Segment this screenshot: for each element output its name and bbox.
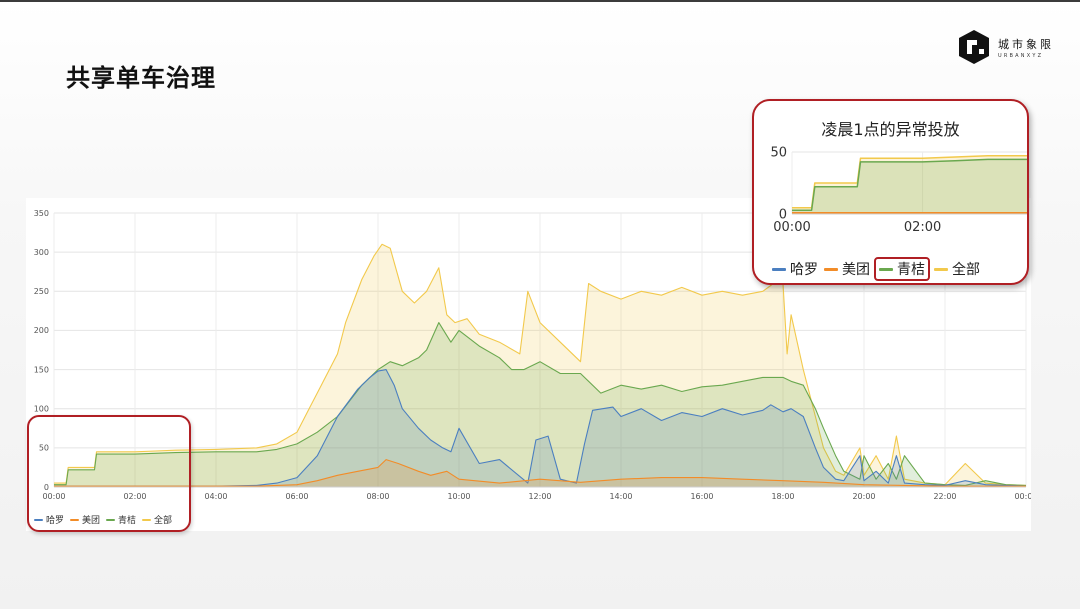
x-tick-label: 02:00 xyxy=(904,220,941,235)
legend-item-all[interactable]: 全部 xyxy=(142,513,172,526)
legend-item-meituan[interactable]: 美团 xyxy=(70,513,100,526)
early-morning-highlight-box xyxy=(27,415,191,532)
x-tick-label: 18:00 xyxy=(771,492,794,501)
series-area-meituan xyxy=(54,459,1026,487)
inset-legend-swatch-all xyxy=(934,267,948,271)
inset-legend-item-hello[interactable]: 哈罗 xyxy=(772,259,818,279)
series-area-all xyxy=(54,244,1026,487)
legend-swatch-qingju xyxy=(106,518,116,521)
inset-legend-swatch-qingju xyxy=(879,267,893,271)
series-line-meituan xyxy=(54,459,1026,487)
series-area-qingju xyxy=(54,322,1026,487)
legend-label-qingju: 青桔 xyxy=(118,516,137,526)
y-tick-label: 50 xyxy=(39,444,49,453)
y-tick-label: 50 xyxy=(770,146,787,161)
inset-legend-swatch-hello xyxy=(772,267,786,271)
y-tick-label: 150 xyxy=(34,365,49,374)
legend-label-all: 全部 xyxy=(154,516,173,526)
series-line-all xyxy=(54,243,1027,486)
main-chart: 0 50 100 150 200 250 300 350 00:00 02:00 04:00 06:0… xyxy=(34,209,1031,501)
x-tick-label: 04:00 xyxy=(204,492,227,501)
legend-label-hello: 哈罗 xyxy=(46,516,65,526)
x-tick-label: 16:00 xyxy=(690,492,713,501)
x-tick-label: 22:00 xyxy=(933,492,956,501)
inset-legend: 哈罗 美团 青桔 全部 xyxy=(772,257,986,281)
legend-item-qingju[interactable]: 青桔 xyxy=(106,513,136,526)
y-tick-label: 100 xyxy=(34,405,49,414)
inset-legend-label-all: 全部 xyxy=(952,262,980,278)
legend-label-meituan: 美团 xyxy=(82,516,101,526)
legend-swatch-meituan xyxy=(70,518,80,521)
y-tick-label: 200 xyxy=(34,326,49,335)
series-area-all xyxy=(792,155,1027,214)
series-line-hello xyxy=(54,369,1027,487)
inset-chart: 0 50 00:00 02:00 xyxy=(770,146,1027,235)
legend-swatch-hello xyxy=(34,518,43,521)
series-area-hello xyxy=(54,369,1026,487)
x-tick-label: 08:00 xyxy=(366,492,389,501)
series-line-qingju xyxy=(54,322,1027,486)
y-tick-label: 300 xyxy=(34,248,49,257)
x-tick-label: 00:00 xyxy=(1014,492,1031,501)
series-line-qingju xyxy=(792,158,1027,212)
x-tick-label: 20:00 xyxy=(852,492,875,501)
y-tick-label: 250 xyxy=(34,287,49,296)
main-chart-legend: 哈罗 美团 青桔 全部 xyxy=(34,513,178,526)
inset-zoom-card: 0 50 00:00 02:00 凌晨1点的异常投放 哈罗 美团 青桔 全部 xyxy=(752,99,1029,285)
logo-subtitle: URBANXYZ xyxy=(998,53,1044,59)
x-tick-label: 12:00 xyxy=(528,492,551,501)
x-tick-label: 00:00 xyxy=(42,492,65,501)
inset-title: 凌晨1点的异常投放 xyxy=(821,120,960,139)
x-tick-label: 00:00 xyxy=(773,220,810,235)
x-tick-label: 06:00 xyxy=(285,492,308,501)
inset-legend-label-qingju: 青桔 xyxy=(897,262,925,278)
page-title: 共享单车治理 xyxy=(66,64,216,92)
inset-legend-label-hello: 哈罗 xyxy=(790,262,818,278)
top-divider xyxy=(0,0,1080,2)
inset-legend-item-meituan[interactable]: 美团 xyxy=(824,259,870,279)
inset-legend-swatch-meituan xyxy=(824,267,838,271)
inset-legend-label-meituan: 美团 xyxy=(842,262,870,278)
y-tick-label: 350 xyxy=(34,209,49,218)
inset-legend-item-all[interactable]: 全部 xyxy=(934,259,980,279)
logo-name: 城市象限 xyxy=(998,38,1054,51)
legend-swatch-all xyxy=(142,518,152,521)
series-area-qingju xyxy=(792,159,1027,214)
legend-item-hello[interactable]: 哈罗 xyxy=(34,513,64,526)
y-tick-label: 0 xyxy=(779,208,787,223)
brand-logo: 城市象限 URBANXYZ xyxy=(958,30,1068,66)
urbanxyz-logo-icon xyxy=(959,30,989,64)
y-tick-label: 0 xyxy=(44,483,49,492)
inset-legend-item-qingju[interactable]: 青桔 xyxy=(874,257,930,281)
x-tick-label: 10:00 xyxy=(447,492,470,501)
x-tick-label: 02:00 xyxy=(123,492,146,501)
x-tick-label: 14:00 xyxy=(609,492,632,501)
